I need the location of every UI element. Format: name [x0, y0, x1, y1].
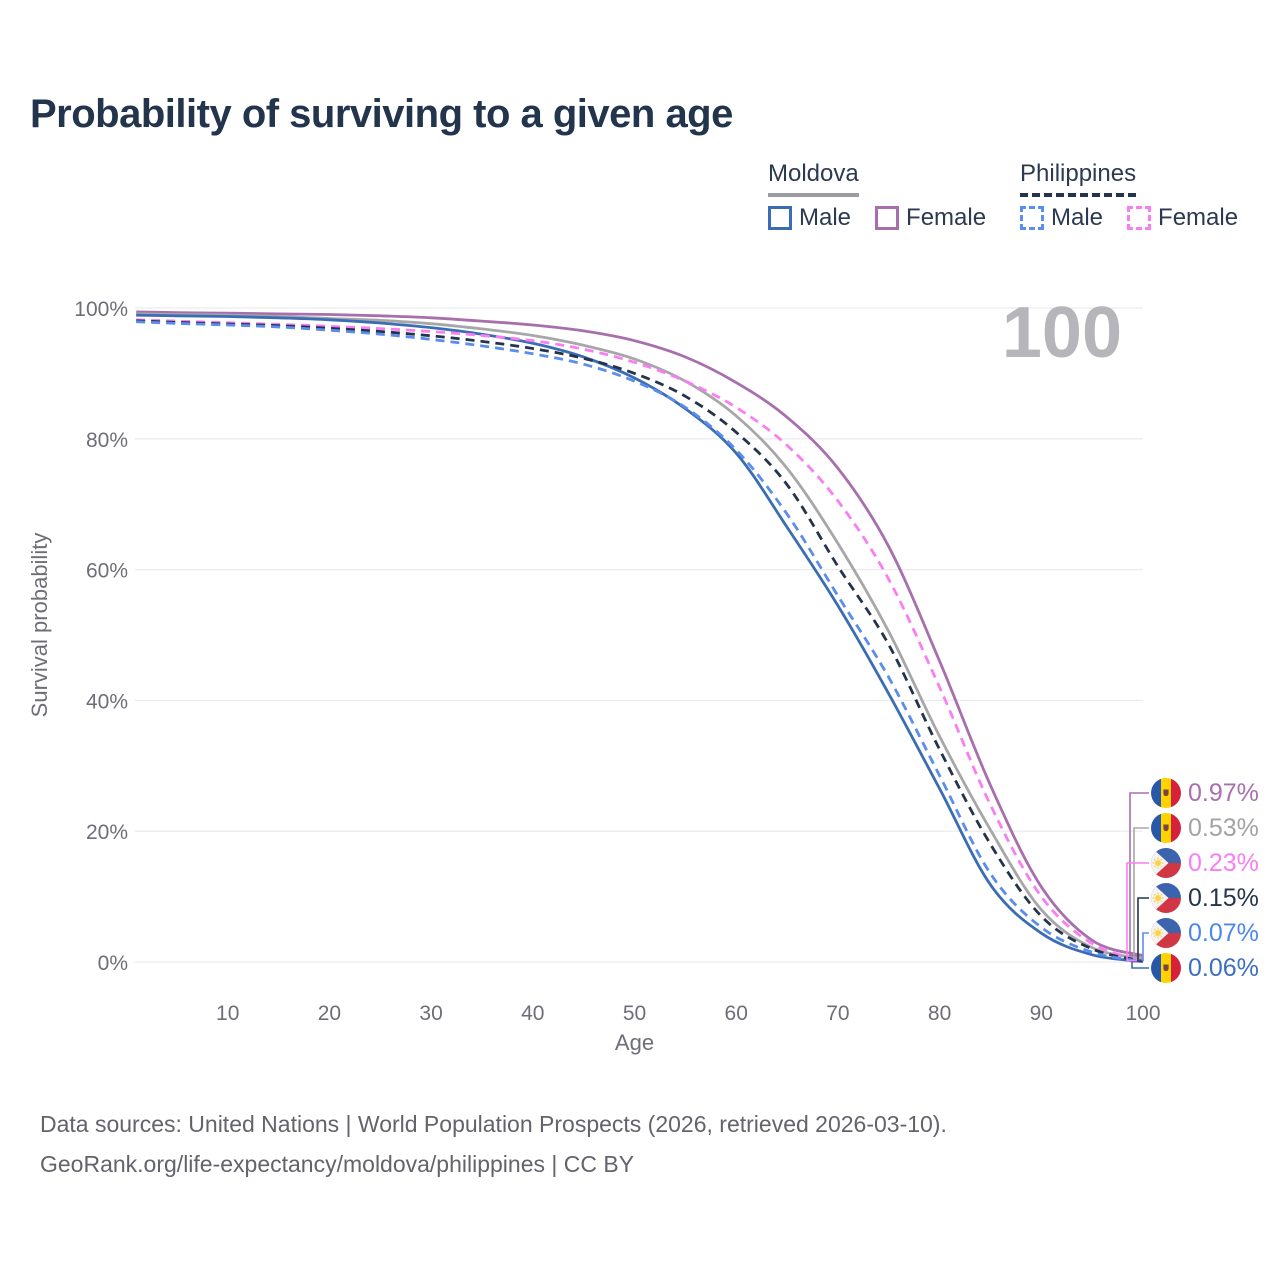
legend-group-moldova: Moldova Male Female	[768, 160, 986, 232]
philippines-flag-icon	[1151, 848, 1181, 878]
series-line-moldova-male[interactable]	[136, 313, 1144, 963]
series-line-philippines-male[interactable]	[136, 320, 1144, 963]
moldova-flag-icon	[1151, 953, 1181, 983]
legend-group-philippines: Philippines Male Female	[1020, 160, 1238, 232]
leader-line	[1126, 862, 1149, 962]
moldova-male-swatch-icon[interactable]	[768, 206, 792, 230]
y-tick-label: 0%	[98, 952, 128, 975]
moldova-flag-icon	[1151, 813, 1181, 843]
y-tick-label: 60%	[86, 560, 128, 583]
end-value: 0.97%	[1188, 778, 1259, 807]
end-value: 0.06%	[1188, 953, 1259, 982]
footer-attribution-link[interactable]: GeoRank.org/life-expectancy/moldova/phil…	[40, 1151, 635, 1177]
legend-label: Female	[906, 204, 987, 231]
x-tick-label: 20	[318, 1002, 341, 1025]
x-tick-label: 90	[1030, 1002, 1053, 1025]
legend-item-moldova-female[interactable]: Female	[875, 204, 986, 232]
end-value: 0.23%	[1188, 848, 1259, 877]
end-label-philippines-male: 0.07%	[1151, 916, 1259, 950]
end-value: 0.07%	[1188, 918, 1259, 947]
leader-line	[1129, 792, 1149, 957]
x-tick-label: 80	[928, 1002, 951, 1025]
legend-label: Male	[799, 204, 852, 231]
end-label-philippines-female: 0.23%	[1151, 846, 1259, 880]
y-tick-label: 100%	[74, 298, 128, 321]
end-label-philippines: 0.15%	[1151, 881, 1259, 915]
footer: Data sources: United Nations | World Pop…	[40, 1104, 947, 1184]
end-label-moldova: 0.53%	[1151, 811, 1259, 845]
y-tick-label: 20%	[86, 821, 128, 844]
y-tick-label: 40%	[86, 690, 128, 713]
y-tick-label: 80%	[86, 429, 128, 452]
x-tick-label: 100	[1125, 1002, 1160, 1025]
moldova-female-swatch-icon[interactable]	[875, 206, 900, 230]
leader-line	[1133, 827, 1149, 960]
legend-label: Female	[1158, 204, 1239, 231]
philippines-flag-icon	[1151, 918, 1181, 948]
y-axis-title: Survival probability	[27, 533, 52, 718]
x-tick-label: 10	[216, 1002, 239, 1025]
x-tick-label: 60	[725, 1002, 748, 1025]
footer-data-sources: Data sources: United Nations | World Pop…	[40, 1111, 947, 1137]
x-tick-label: 50	[623, 1002, 646, 1025]
legend-item-moldova-male[interactable]: Male	[768, 204, 851, 232]
end-value: 0.15%	[1188, 883, 1259, 912]
moldova-flag-icon	[1151, 778, 1181, 808]
age-counter-watermark: 100	[1001, 293, 1122, 373]
legend-country-philippines: Philippines	[1020, 160, 1137, 197]
end-label-moldova-male: 0.06%	[1151, 951, 1259, 985]
leader-line	[1142, 932, 1149, 962]
leader-line	[1137, 897, 1149, 962]
end-value: 0.53%	[1188, 813, 1259, 842]
philippines-flag-icon	[1151, 883, 1181, 913]
series-line-philippines[interactable]	[136, 319, 1144, 963]
x-tick-label: 30	[419, 1002, 442, 1025]
series-line-moldova-female[interactable]	[136, 310, 1144, 958]
legend-country-moldova: Moldova	[768, 160, 859, 197]
series-line-philippines-female[interactable]	[136, 318, 1144, 962]
philippines-female-swatch-icon[interactable]	[1127, 206, 1152, 230]
x-tick-label: 40	[521, 1002, 544, 1025]
legend-label: Male	[1051, 204, 1104, 231]
x-axis-title: Age	[615, 1030, 654, 1055]
philippines-male-swatch-icon[interactable]	[1020, 206, 1044, 230]
series-line-moldova[interactable]	[136, 312, 1144, 960]
legend-item-philippines-female[interactable]: Female	[1127, 204, 1238, 232]
end-label-moldova-female: 0.97%	[1151, 776, 1259, 810]
page-title: Probability of surviving to a given age	[30, 92, 733, 136]
x-tick-label: 70	[826, 1002, 849, 1025]
legend-item-philippines-male[interactable]: Male	[1020, 204, 1103, 232]
